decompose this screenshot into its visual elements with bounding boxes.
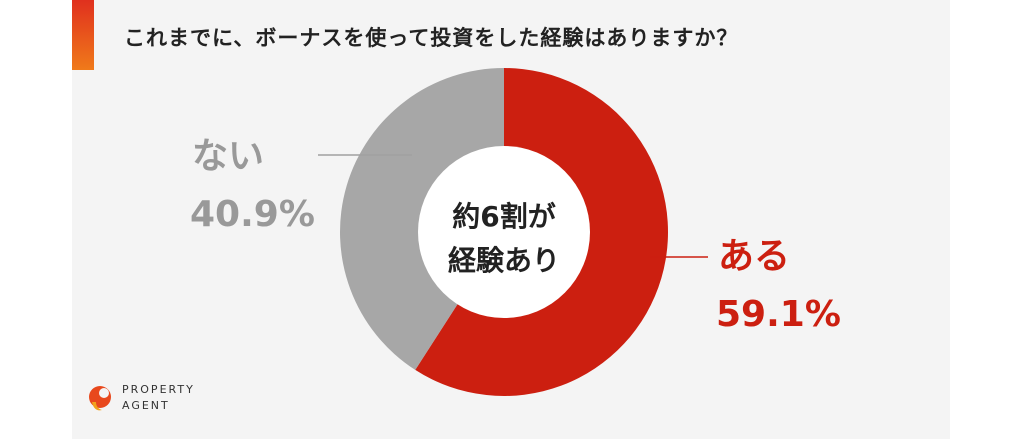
- no-label: ない: [192, 136, 264, 177]
- property-agent-logo-icon: [89, 386, 111, 411]
- yes-value: 59.1%: [716, 294, 841, 335]
- donut-chart: 約6割が 経験あり ない 40.9% ある 59.1%: [190, 68, 841, 397]
- no-value: 40.9%: [190, 194, 315, 235]
- yes-label: ある: [718, 236, 790, 277]
- donut-hole: [418, 146, 590, 318]
- logo-line2: AGENT: [122, 399, 170, 412]
- center-text-line2: 経験あり: [448, 244, 560, 277]
- chart-title: これまでに、ボーナスを使って投資をした経験はありますか？: [124, 26, 739, 50]
- survey-card: これまでに、ボーナスを使って投資をした経験はありますか？ 約6割が 経験あり な…: [72, 0, 950, 439]
- logo-line1: PROPERTY: [122, 383, 195, 396]
- company-logo: PROPERTY AGENT: [84, 380, 224, 420]
- accent-bar: [72, 0, 94, 70]
- center-text-line1: 約6割が: [452, 200, 555, 233]
